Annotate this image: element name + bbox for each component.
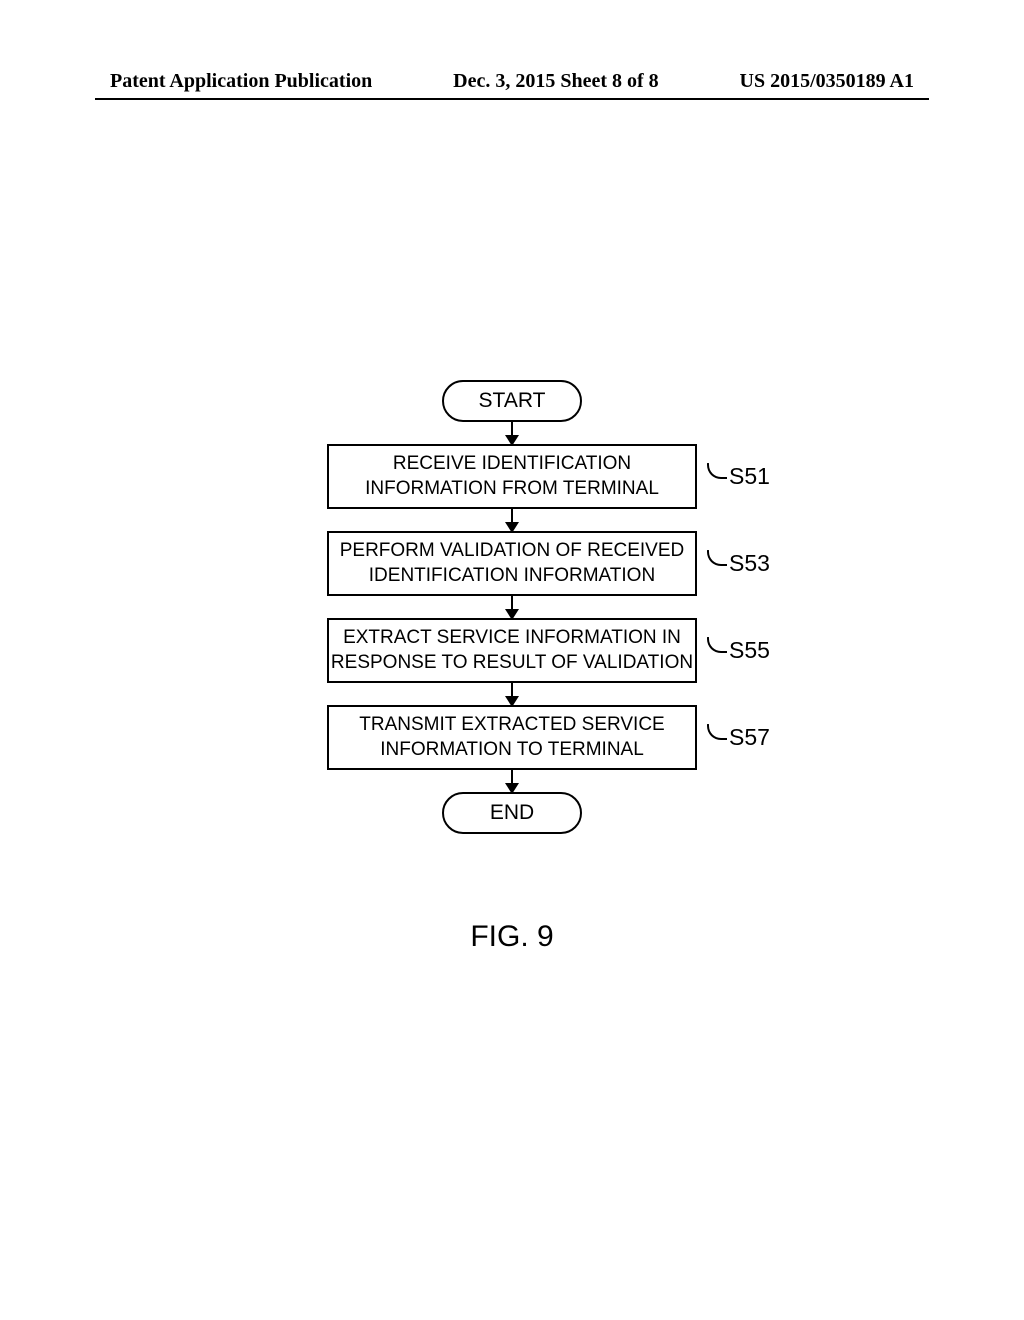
arrow-connector (511, 770, 513, 792)
end-terminator: END (442, 792, 582, 834)
process-text: RECEIVE IDENTIFICATIONINFORMATION FROM T… (365, 452, 659, 501)
header-divider (95, 98, 929, 100)
process-step: TRANSMIT EXTRACTED SERVICEINFORMATION TO… (327, 705, 697, 770)
step-reference: S53 (707, 549, 770, 579)
process-text: PERFORM VALIDATION OF RECEIVEDIDENTIFICA… (340, 539, 685, 588)
header-publication-type: Patent Application Publication (110, 70, 372, 93)
process-text: EXTRACT SERVICE INFORMATION INRESPONSE T… (331, 626, 693, 675)
process-step: RECEIVE IDENTIFICATIONINFORMATION FROM T… (327, 444, 697, 509)
step-reference: S57 (707, 723, 770, 753)
arrow-connector (511, 509, 513, 531)
figure-label: FIG. 9 (470, 920, 553, 954)
step-reference: S51 (707, 462, 770, 492)
step-reference: S55 (707, 636, 770, 666)
start-terminator: START (442, 380, 582, 422)
process-step: PERFORM VALIDATION OF RECEIVEDIDENTIFICA… (327, 531, 697, 596)
process-text: TRANSMIT EXTRACTED SERVICEINFORMATION TO… (359, 713, 664, 762)
header-patent-number: US 2015/0350189 A1 (740, 70, 914, 93)
arrow-connector (511, 596, 513, 618)
end-label: END (490, 801, 534, 825)
header-date-sheet: Dec. 3, 2015 Sheet 8 of 8 (453, 70, 659, 93)
flowchart: START RECEIVE IDENTIFICATIONINFORMATION … (252, 380, 772, 834)
page-header: Patent Application Publication Dec. 3, 2… (0, 70, 1024, 93)
process-step: EXTRACT SERVICE INFORMATION INRESPONSE T… (327, 618, 697, 683)
start-label: START (479, 389, 546, 413)
arrow-connector (511, 422, 513, 444)
arrow-connector (511, 683, 513, 705)
